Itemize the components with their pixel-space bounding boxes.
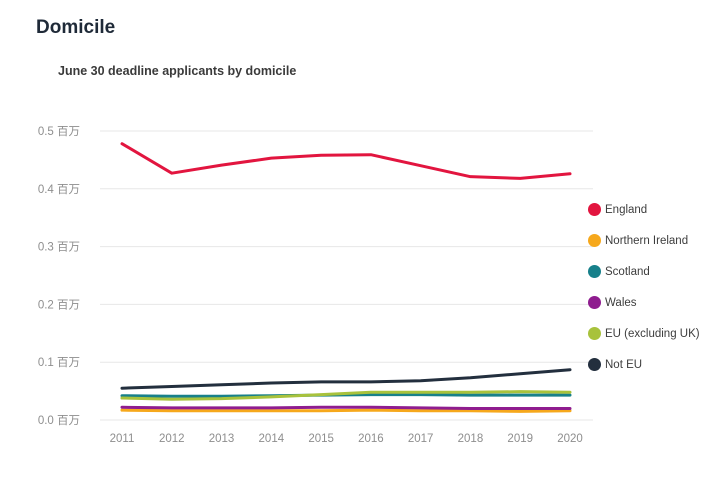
legend-item-eu-excluding-uk-[interactable]: EU (excluding UK) [588, 324, 700, 343]
series-line-northern-ireland[interactable] [120, 408, 572, 413]
chart-legend: England Northern Ireland Scotland Wales EU (… [588, 200, 700, 386]
x-axis-tick-label: 2016 [358, 433, 384, 445]
x-axis-tick-label: 2011 [110, 433, 135, 445]
legend-dot [588, 203, 601, 216]
legend-label: Wales [605, 296, 637, 309]
y-axis-tick-label: 0.3 百万 [38, 242, 80, 254]
legend-label: EU (excluding UK) [605, 327, 700, 340]
legend-item-scotland[interactable]: Scotland [588, 262, 700, 281]
legend-item-not-eu[interactable]: Not EU [588, 355, 700, 374]
legend-dot [588, 234, 601, 247]
y-axis-tick-label: 0.0 百万 [38, 415, 80, 427]
x-axis-tick-label: 2017 [408, 433, 434, 445]
legend-label: Not EU [605, 358, 643, 371]
legend-label: England [605, 203, 648, 216]
x-axis-tick-label: 2018 [458, 433, 484, 445]
x-axis-tick-label: 2013 [209, 433, 235, 445]
x-axis-tick-label: 2012 [159, 433, 185, 445]
y-axis-tick-label: 0.5 百万 [38, 126, 80, 138]
chart-subtitle: June 30 deadline applicants by domicile [58, 64, 297, 78]
x-axis-tick-label: 2020 [557, 433, 583, 445]
legend-item-england[interactable]: England [588, 200, 700, 219]
x-axis-tick-label: 2014 [259, 433, 285, 445]
y-axis-tick-label: 0.2 百万 [38, 299, 80, 311]
legend-label: Northern Ireland [605, 234, 689, 247]
legend-label: Scotland [605, 265, 650, 278]
x-axis-tick-label: 2019 [507, 433, 533, 445]
page-title: Domicile [36, 17, 116, 38]
series-line-eu-excluding-uk-[interactable] [120, 390, 572, 401]
legend-dot [588, 265, 601, 278]
series-line-not-eu[interactable] [120, 368, 572, 390]
series-line-england[interactable] [120, 142, 572, 180]
legend-dot [588, 327, 601, 340]
y-axis-tick-label: 0.4 百万 [38, 184, 80, 196]
x-axis-tick-label: 2015 [308, 433, 334, 445]
legend-item-northern-ireland[interactable]: Northern Ireland [588, 231, 700, 250]
legend-dot [588, 358, 601, 371]
legend-dot [588, 296, 601, 309]
series-line-wales[interactable] [120, 405, 572, 410]
legend-item-wales[interactable]: Wales [588, 293, 700, 312]
y-axis-tick-label: 0.1 百万 [38, 357, 80, 369]
